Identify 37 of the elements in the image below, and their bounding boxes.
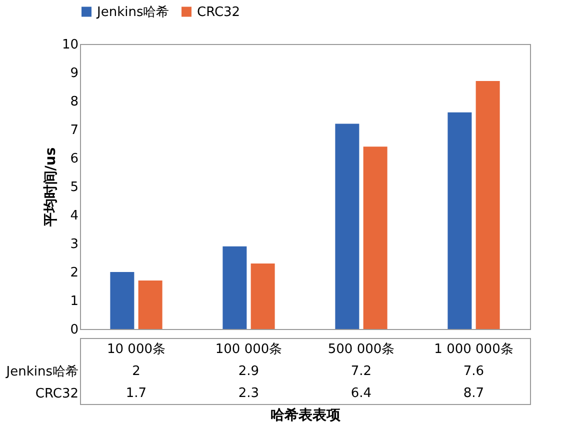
bar — [335, 124, 360, 329]
y-tick-label: 1 — [70, 294, 78, 309]
y-tick-label: 2 — [70, 266, 78, 280]
y-tick-label: 0 — [70, 322, 78, 338]
x-tick-label: 1 000 000条 — [434, 342, 514, 357]
x-tick-label: 500 000条 — [328, 342, 395, 357]
data-label: 7.6 — [463, 364, 484, 379]
data-label: 1.7 — [126, 386, 147, 401]
y-tick-label: 9 — [70, 66, 78, 81]
y-tick-label: 7 — [70, 123, 78, 138]
bar — [363, 146, 388, 329]
x-tick-label: 100 000条 — [215, 342, 282, 357]
data-label: 7.2 — [350, 364, 372, 379]
data-label: 6.4 — [350, 386, 372, 401]
text: Jenkins哈希 — [6, 364, 78, 380]
data-label: 2.3 — [238, 386, 260, 401]
bar — [138, 280, 162, 329]
bar — [448, 112, 472, 329]
text: CRC32 — [35, 386, 78, 402]
data-label: 8.7 — [463, 386, 484, 401]
bar — [110, 272, 134, 329]
y-tick-label: 4 — [70, 208, 78, 224]
data-label: 2 — [132, 364, 140, 379]
legend-label: CRC32 — [197, 4, 240, 20]
y-tick-label: 5 — [70, 180, 78, 195]
y-tick-label: 6 — [70, 152, 78, 166]
y-axis-title: 平均时间/us — [42, 147, 59, 228]
bar — [250, 263, 275, 329]
y-tick-label: 10 — [62, 38, 78, 52]
x-tick-label: 10 000条 — [107, 342, 166, 357]
x-axis-title: 哈希表表项 — [270, 408, 342, 424]
y-tick-label: 8 — [70, 94, 78, 110]
bar — [476, 81, 500, 329]
data-label: 2.9 — [238, 364, 260, 379]
y-tick-label: 3 — [70, 237, 78, 252]
bar — [222, 246, 247, 329]
legend-label: Jenkins哈希 — [96, 4, 170, 20]
